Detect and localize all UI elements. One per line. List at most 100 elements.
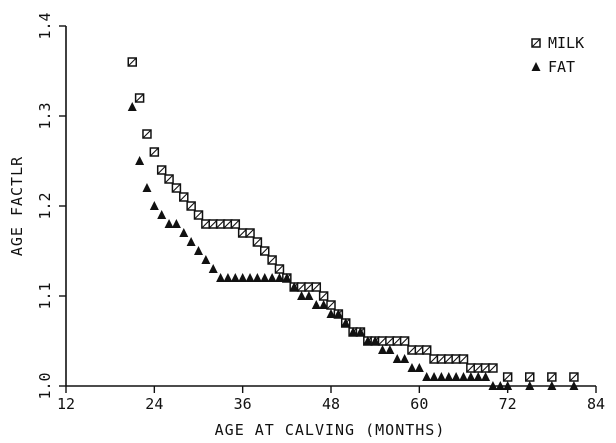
fat-point <box>392 354 402 363</box>
milk-point <box>245 228 255 238</box>
fat-point <box>216 273 226 282</box>
fat-point <box>495 381 505 390</box>
fat-point <box>444 372 454 381</box>
fat-point <box>473 372 483 381</box>
x-tick-label: 48 <box>322 395 340 413</box>
milk-point <box>318 291 329 301</box>
milk-point <box>399 336 410 346</box>
axes <box>65 26 596 387</box>
x-tick-label: 36 <box>234 395 252 413</box>
y-tick-label: 1.3 <box>36 102 54 129</box>
fat-point <box>378 345 388 354</box>
y-tick-label: 1.2 <box>36 192 54 219</box>
milk-point <box>252 237 263 247</box>
fat-point <box>186 237 196 246</box>
y-tick-label: 1.4 <box>36 12 54 39</box>
milk-point <box>488 363 498 373</box>
fat-point <box>149 201 159 210</box>
milk-point <box>569 372 579 382</box>
fat-point <box>289 282 299 291</box>
fat-point <box>569 381 579 390</box>
fat-point <box>488 381 498 390</box>
milk-point <box>547 372 557 382</box>
fat-point <box>274 273 284 282</box>
fat-point <box>363 336 373 345</box>
fat-point <box>179 228 189 237</box>
fat-point <box>135 156 145 165</box>
fat-point <box>223 273 233 282</box>
y-ticks: 1.0 1.1 1.2 1.3 1.4 <box>36 12 66 400</box>
fat-point <box>164 219 174 228</box>
fat-point <box>407 363 417 372</box>
milk-point <box>171 183 182 193</box>
legend-label-fat: FAT <box>548 58 575 76</box>
milk-point <box>179 192 189 202</box>
milk-point <box>260 246 270 256</box>
fat-point <box>333 309 343 318</box>
milk-point <box>142 129 152 139</box>
y-tick-label: 1.1 <box>36 282 54 309</box>
fat-point <box>436 372 446 381</box>
milk-point <box>326 300 336 310</box>
fat-point <box>385 345 395 354</box>
fat-point <box>297 291 307 300</box>
x-ticks: 12 24 36 48 60 72 84 <box>57 386 605 413</box>
fat-point <box>260 273 270 282</box>
milk-point <box>274 264 285 274</box>
fat-point <box>341 318 351 327</box>
fat-point <box>208 264 218 273</box>
fat-point <box>142 183 152 192</box>
legend-marker-fat <box>531 62 541 71</box>
y-tick-label: 1.0 <box>36 372 54 399</box>
x-tick-label: 60 <box>410 395 428 413</box>
y-axis-title: AGE FACTLR <box>8 156 26 256</box>
fat-point <box>481 372 491 381</box>
legend-triangle-icon <box>531 62 541 71</box>
fat-point <box>355 327 365 336</box>
legend-label-milk: MILK <box>548 34 584 52</box>
fat-point <box>348 327 358 336</box>
fat-point <box>451 372 461 381</box>
milk-point <box>311 282 322 292</box>
fat-point <box>157 210 167 219</box>
fat-point <box>252 273 262 282</box>
milk-point <box>134 93 145 103</box>
fat-point <box>267 273 277 282</box>
fat-point <box>429 372 439 381</box>
fat-point <box>414 363 424 372</box>
fat-point <box>422 372 432 381</box>
fat-point <box>311 300 321 309</box>
fat-point <box>503 381 513 390</box>
x-tick-label: 12 <box>57 395 75 413</box>
milk-point <box>458 354 469 364</box>
fat-point <box>400 354 410 363</box>
fat-point <box>370 336 380 345</box>
fat-point <box>319 300 329 309</box>
fat-point <box>194 246 203 255</box>
milk-point <box>164 174 174 184</box>
legend-square-icon <box>531 38 541 48</box>
x-tick-label: 72 <box>499 395 517 413</box>
legend: MILK FAT <box>531 34 584 76</box>
series-layer <box>127 57 579 390</box>
fat-point <box>127 102 137 111</box>
milk-point <box>267 255 277 265</box>
fat-point <box>525 381 535 390</box>
milk-point <box>230 219 241 229</box>
x-tick-label: 24 <box>145 395 163 413</box>
milk-point <box>127 57 137 67</box>
fat-point <box>547 381 557 390</box>
fat-point <box>245 273 255 282</box>
x-axis-title: AGE AT CALVING (MONTHS) <box>215 421 446 439</box>
fat-point <box>238 273 248 282</box>
fat-point <box>230 273 240 282</box>
milk-point <box>421 345 432 355</box>
milk-point <box>193 210 204 220</box>
fat-point <box>304 291 314 300</box>
milk-point <box>525 372 535 382</box>
x-tick-label: 84 <box>587 395 605 413</box>
legend-marker-milk <box>531 38 541 48</box>
fat-point <box>466 372 476 381</box>
milk-point <box>156 165 167 175</box>
